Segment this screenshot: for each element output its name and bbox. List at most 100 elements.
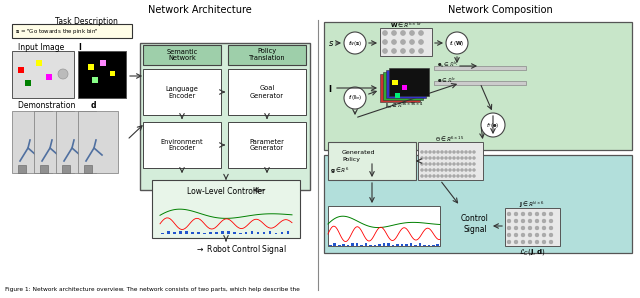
- Circle shape: [420, 168, 424, 172]
- Bar: [245, 232, 248, 234]
- Circle shape: [449, 175, 451, 178]
- Bar: [173, 232, 176, 234]
- Circle shape: [456, 156, 460, 159]
- Circle shape: [429, 175, 431, 178]
- Circle shape: [383, 40, 387, 44]
- Text: $\rightarrow$ Robot Control Signal: $\rightarrow$ Robot Control Signal: [195, 243, 287, 257]
- Circle shape: [440, 175, 444, 178]
- Bar: [227, 231, 230, 234]
- Circle shape: [420, 175, 424, 178]
- Text: $\mathbf{W} \in \mathbb{R}^{l_s \times l_w}$: $\mathbf{W} \in \mathbb{R}^{l_s \times l…: [390, 20, 422, 30]
- Circle shape: [528, 212, 532, 216]
- Bar: [88, 64, 94, 70]
- Bar: [168, 231, 170, 234]
- Text: $f_W(\mathbf{s})$: $f_W(\mathbf{s})$: [348, 38, 362, 47]
- Bar: [191, 232, 194, 234]
- Circle shape: [542, 219, 546, 223]
- Bar: [351, 243, 354, 246]
- Circle shape: [461, 162, 463, 165]
- Circle shape: [465, 175, 467, 178]
- Bar: [338, 245, 340, 246]
- Circle shape: [419, 40, 424, 44]
- Circle shape: [452, 168, 456, 172]
- Circle shape: [452, 175, 456, 178]
- Circle shape: [514, 212, 518, 216]
- Bar: [356, 243, 358, 246]
- Circle shape: [424, 175, 428, 178]
- Bar: [423, 245, 426, 246]
- Circle shape: [429, 162, 431, 165]
- Circle shape: [449, 162, 451, 165]
- Circle shape: [521, 219, 525, 223]
- Circle shape: [419, 49, 424, 54]
- Circle shape: [344, 87, 366, 109]
- Bar: [434, 81, 526, 85]
- Bar: [209, 232, 212, 234]
- Circle shape: [535, 233, 539, 237]
- Circle shape: [472, 175, 476, 178]
- Bar: [386, 70, 426, 98]
- Text: $\mathbf{e} \in \mathbb{R}^{l_e}$: $\mathbf{e} \in \mathbb{R}^{l_e}$: [437, 75, 456, 85]
- Text: $\mathbf{s}$ = "Go towards the pink bin": $\mathbf{s}$ = "Go towards the pink bin": [15, 27, 99, 35]
- Circle shape: [514, 219, 518, 223]
- Circle shape: [429, 168, 431, 172]
- Circle shape: [436, 168, 440, 172]
- Circle shape: [445, 150, 447, 153]
- Circle shape: [383, 30, 387, 35]
- Circle shape: [436, 175, 440, 178]
- Circle shape: [440, 150, 444, 153]
- Text: Policy: Policy: [342, 156, 360, 162]
- Bar: [434, 66, 526, 70]
- Bar: [84, 165, 92, 173]
- Circle shape: [542, 240, 546, 244]
- Circle shape: [433, 175, 435, 178]
- Text: Network Composition: Network Composition: [447, 5, 552, 15]
- Bar: [505, 208, 560, 246]
- Bar: [324, 22, 632, 150]
- Bar: [197, 232, 200, 234]
- Bar: [378, 244, 381, 246]
- Circle shape: [549, 219, 553, 223]
- Circle shape: [429, 156, 431, 159]
- Text: Network Architecture: Network Architecture: [148, 5, 252, 15]
- Bar: [100, 60, 106, 66]
- Bar: [36, 60, 42, 66]
- Bar: [329, 245, 332, 246]
- Circle shape: [401, 30, 406, 35]
- Circle shape: [521, 233, 525, 237]
- Circle shape: [514, 226, 518, 230]
- Bar: [263, 232, 266, 234]
- Bar: [12, 51, 74, 98]
- Text: Environment
Encoder: Environment Encoder: [161, 139, 204, 151]
- Circle shape: [514, 233, 518, 237]
- Bar: [18, 165, 26, 173]
- Circle shape: [440, 162, 444, 165]
- Bar: [395, 93, 400, 98]
- Circle shape: [461, 168, 463, 172]
- Text: $\mathcal{L}_C(\mathbf{J}, \mathbf{d})$: $\mathcal{L}_C(\mathbf{J}, \mathbf{d})$: [518, 247, 545, 257]
- Text: Goal
Generator: Goal Generator: [250, 86, 284, 99]
- Circle shape: [549, 212, 553, 216]
- Circle shape: [468, 156, 472, 159]
- Bar: [12, 24, 132, 38]
- Bar: [380, 28, 432, 56]
- Bar: [152, 180, 300, 238]
- Text: $\mathbf{I}$: $\mathbf{I}$: [328, 83, 332, 94]
- Circle shape: [445, 175, 447, 178]
- Text: Input Image: Input Image: [18, 43, 67, 52]
- Bar: [428, 245, 430, 246]
- Circle shape: [58, 69, 68, 79]
- Circle shape: [468, 162, 472, 165]
- Circle shape: [429, 150, 431, 153]
- Bar: [185, 231, 188, 234]
- Circle shape: [465, 156, 467, 159]
- Circle shape: [542, 226, 546, 230]
- Bar: [436, 244, 439, 246]
- Bar: [215, 232, 218, 234]
- Circle shape: [424, 156, 428, 159]
- Circle shape: [449, 168, 451, 172]
- Text: Generated: Generated: [342, 150, 376, 154]
- Bar: [46, 74, 52, 80]
- Circle shape: [521, 240, 525, 244]
- Circle shape: [461, 150, 463, 153]
